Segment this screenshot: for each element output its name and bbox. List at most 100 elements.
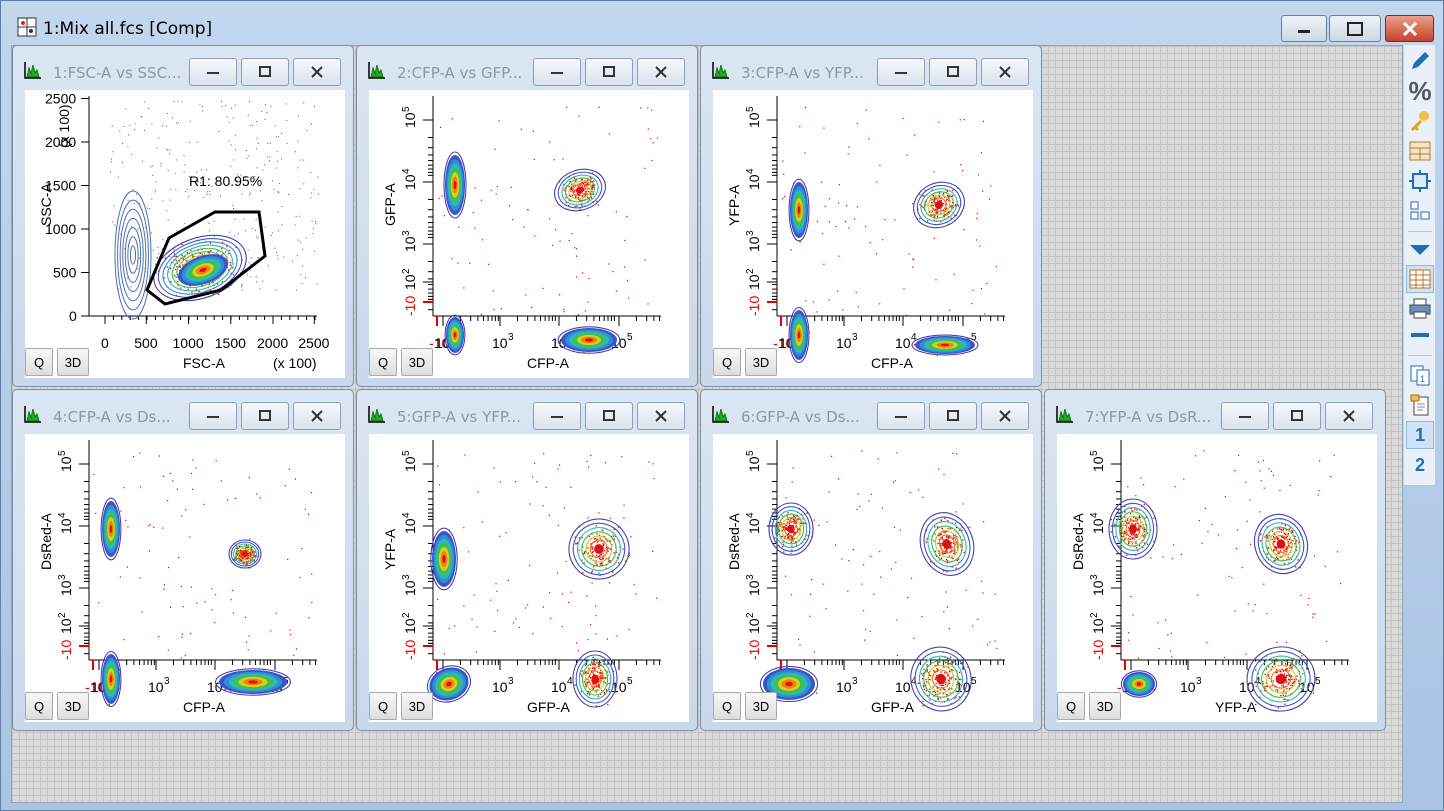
plot-area[interactable]: GFP-AYFP-A-10-10102103104105102103104105… — [369, 434, 689, 722]
plot-window-6[interactable]: 6:GFP-A vs Ds... GFP-ADsRed-A-10-1010210… — [700, 389, 1042, 731]
event-dot — [955, 678, 957, 681]
quadrant-button[interactable]: Q — [369, 348, 397, 376]
paste-tool[interactable] — [1406, 391, 1434, 419]
event-dot — [256, 493, 258, 495]
page-1-button[interactable]: 1 — [1406, 421, 1434, 449]
copy-tool[interactable]: 1 — [1406, 361, 1434, 389]
plot-close-button[interactable] — [1325, 402, 1373, 430]
plot-area[interactable]: GFP-ADsRed-A-10-101021031041051021031041… — [713, 434, 1033, 722]
quadrant-button[interactable]: Q — [25, 348, 53, 376]
plot-close-button[interactable] — [637, 58, 685, 86]
plot-minimize-button[interactable] — [533, 58, 581, 86]
plot-area[interactable]: CFP-AGFP-A-10-10102103104105102103104105… — [369, 90, 689, 378]
plot-restore-button[interactable] — [241, 402, 289, 430]
crop-tool[interactable] — [1406, 167, 1434, 195]
contour-line — [167, 244, 233, 292]
plot-window-1[interactable]: 1:FSC-A vs SSC... FSC-A SSC-A 0 500 1000 1500… — [12, 45, 354, 387]
plot-restore-button[interactable] — [585, 402, 633, 430]
plot-minimize-button[interactable] — [189, 58, 237, 86]
plot-close-button[interactable] — [293, 58, 341, 86]
layout-tool[interactable] — [1406, 137, 1434, 165]
minimize-button[interactable] — [1281, 15, 1327, 42]
plot-area[interactable]: CFP-AYFP-A-10-10102103104105102103104105… — [713, 90, 1033, 378]
plot-close-button[interactable] — [981, 402, 1029, 430]
grid-tool[interactable] — [1406, 265, 1434, 293]
event-dot — [196, 141, 198, 143]
y-tick-label: 10 — [1090, 580, 1106, 596]
contour-line — [920, 188, 958, 222]
3d-view-button[interactable]: 3D — [401, 692, 433, 720]
event-dot — [979, 245, 981, 247]
plot-restore-button[interactable] — [929, 58, 977, 86]
3d-view-button[interactable]: 3D — [57, 348, 89, 376]
page-2-button[interactable]: 2 — [1406, 451, 1434, 479]
contour-plot[interactable]: GFP-ADsRed-A-10-101021031041051021031041… — [713, 434, 1033, 722]
event-dot — [591, 188, 593, 191]
quadrant-button[interactable]: Q — [713, 692, 741, 720]
quadrant-button[interactable]: Q — [369, 692, 397, 720]
pencil-tool[interactable] — [1406, 47, 1434, 75]
quadrant-button[interactable]: Q — [25, 692, 53, 720]
key-tool[interactable] — [1406, 107, 1434, 135]
plot-minimize-button[interactable] — [533, 402, 581, 430]
plot-window-4[interactable]: 4:CFP-A vs Ds... CFP-ADsRed-A-10-1010210… — [12, 389, 354, 731]
y-tick-label-negative: -10 — [746, 640, 762, 660]
event-dot — [947, 679, 950, 682]
plot-restore-button[interactable] — [241, 58, 289, 86]
quadrant-button[interactable]: Q — [1057, 692, 1085, 720]
hierarchy-tool[interactable] — [1406, 197, 1434, 225]
plot-area[interactable]: YFP-ADsRed-A-10-101021031041051021031041… — [1057, 434, 1377, 722]
event-dot — [229, 231, 231, 233]
gate-r1[interactable] — [145, 210, 267, 306]
quadrant-button[interactable]: Q — [713, 348, 741, 376]
3d-view-button[interactable]: 3D — [57, 692, 89, 720]
event-dot — [945, 549, 947, 552]
event-dot — [443, 653, 446, 655]
maximize-button[interactable] — [1329, 15, 1381, 42]
contour-plot[interactable]: YFP-ADsRed-A-10-101021031041051021031041… — [1057, 434, 1377, 722]
plot-close-button[interactable] — [981, 58, 1029, 86]
3d-view-button[interactable]: 3D — [745, 348, 777, 376]
plot-window-7[interactable]: 7:YFP-A vs DsR... YFP-ADsRed-A-10-101021… — [1044, 389, 1386, 731]
plot-window-2[interactable]: 2:CFP-A vs GFP... CFP-AGFP-A-10-10102103… — [356, 45, 698, 387]
contour-plot[interactable]: CFP-ADsRed-A-10-101021031041051021031041… — [25, 434, 345, 722]
event-dot — [592, 672, 594, 674]
event-dot — [861, 583, 863, 585]
plot-restore-button[interactable] — [585, 58, 633, 86]
event-dot — [276, 251, 278, 253]
plot-window-5[interactable]: 5:GFP-A vs YFP... GFP-AYFP-A-10-10102103… — [356, 389, 698, 731]
plot-area[interactable]: FSC-A SSC-A 0 500 1000 1500 2000 2500 0 500 1000 15… — [25, 90, 345, 378]
plot-window-3[interactable]: 3:CFP-A vs YFP... CFP-AYFP-A-10-10102103… — [700, 45, 1042, 387]
event-dot — [565, 560, 567, 562]
plot-area[interactable]: CFP-ADsRed-A-10-101021031041051021031041… — [25, 434, 345, 722]
percent-tool[interactable]: % — [1406, 76, 1434, 106]
plot-close-button[interactable] — [293, 402, 341, 430]
event-dot — [248, 477, 251, 479]
3d-view-button[interactable]: 3D — [745, 692, 777, 720]
plot-minimize-button[interactable] — [877, 402, 925, 430]
event-dot — [809, 593, 811, 595]
3d-view-button[interactable]: 3D — [401, 348, 433, 376]
event-dot — [575, 543, 577, 545]
event-dot — [241, 289, 243, 291]
plot-restore-button[interactable] — [929, 402, 977, 430]
3d-view-button[interactable]: 3D — [1089, 692, 1121, 720]
event-dot — [951, 688, 953, 690]
minus-tool[interactable] — [1406, 321, 1434, 349]
print-tool[interactable] — [1406, 295, 1434, 323]
dropdown-tool[interactable] — [1406, 235, 1434, 263]
event-dot — [235, 180, 237, 182]
plot-minimize-button[interactable] — [189, 402, 237, 430]
event-dot — [996, 647, 998, 650]
plot-minimize-button[interactable] — [877, 58, 925, 86]
close-button[interactable] — [1385, 15, 1434, 42]
title-bar[interactable]: 1:Mix all.fcs [Comp] — [1, 1, 1443, 42]
plot-restore-button[interactable] — [1273, 402, 1321, 430]
plot-close-button[interactable] — [637, 402, 685, 430]
event-dot — [1267, 537, 1269, 539]
plot-minimize-button[interactable] — [1221, 402, 1269, 430]
